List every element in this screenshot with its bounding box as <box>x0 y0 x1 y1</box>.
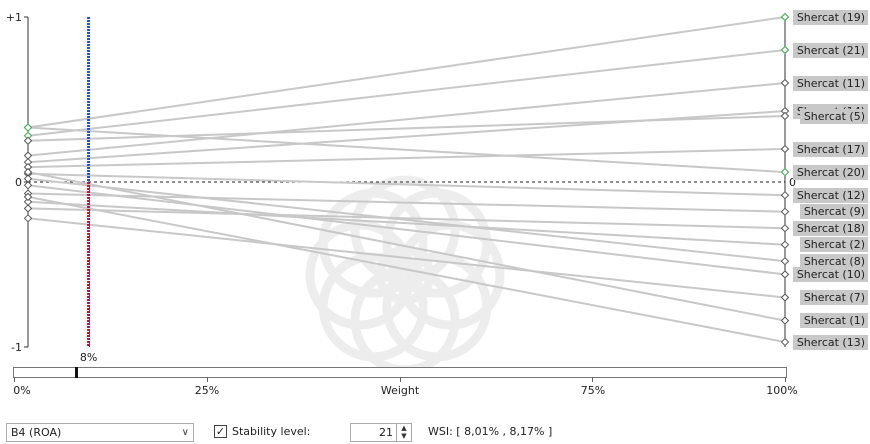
series-marker <box>780 223 790 233</box>
series-label: Shercat (18) <box>792 220 868 236</box>
series-line <box>27 184 786 276</box>
current-weight-line[interactable] <box>87 17 91 347</box>
series-line <box>27 207 786 230</box>
series-marker <box>780 78 790 88</box>
current-weight-label: 8% <box>80 351 97 364</box>
axis-texts: +1 0 -1 0 8% <box>6 11 796 364</box>
watermark-center <box>375 245 435 305</box>
y-tick-label-right: 0 <box>789 176 796 189</box>
criterion-select-value: B4 (ROA) <box>11 426 62 439</box>
series-marker <box>780 256 790 266</box>
y-tick-label: -1 <box>11 341 22 354</box>
slider-tick <box>399 377 401 382</box>
weight-slider-handle[interactable] <box>74 367 78 378</box>
stability-value[interactable]: 21 <box>379 426 393 439</box>
series-marker <box>780 270 790 279</box>
series-markers <box>23 12 790 347</box>
series-marker <box>23 167 33 177</box>
series-line <box>27 82 786 157</box>
series-label: Shercat (13) <box>792 334 868 350</box>
series-marker <box>780 45 790 55</box>
series-line <box>27 177 786 263</box>
series-marker <box>23 192 33 202</box>
slider-tick <box>14 377 15 382</box>
series-marker <box>780 207 790 216</box>
watermark-logo <box>305 175 505 375</box>
series-marker <box>780 190 790 200</box>
series-label: Shercat (19) <box>792 9 868 25</box>
series-line <box>27 217 786 299</box>
stability-checkbox[interactable]: ✓ <box>214 425 227 438</box>
slider-tick-label: Weight <box>380 384 420 397</box>
series-marker <box>780 316 790 325</box>
series-line <box>27 195 786 344</box>
series-line <box>27 49 786 137</box>
slider-tick-label: 100% <box>766 384 798 397</box>
slider-tick <box>785 377 786 382</box>
series-line <box>27 200 786 246</box>
series-marker <box>780 293 790 302</box>
series-label: Shercat (12) <box>792 187 868 203</box>
criterion-select[interactable]: B4 (ROA) ∨ <box>6 423 194 442</box>
series-label: Shercat (8) <box>799 253 868 269</box>
chevron-down-icon: ∨ <box>181 427 189 438</box>
series-line <box>27 126 786 174</box>
y-tick-label: 0 <box>15 176 22 189</box>
slider-tick <box>206 377 208 382</box>
series-marker <box>23 214 33 223</box>
series-marker <box>780 144 790 154</box>
series-marker <box>780 12 790 22</box>
series-line <box>27 115 786 142</box>
series-marker <box>780 240 790 249</box>
spinner-arrows-icon[interactable]: ▲ ▼ <box>396 424 411 441</box>
weight-slider[interactable] <box>13 367 787 382</box>
series-label: Shercat (21) <box>792 42 868 58</box>
series-marker <box>780 111 790 121</box>
series-marker <box>23 204 33 213</box>
series-marker <box>23 197 33 207</box>
series-label: Shercat (11) <box>792 75 868 91</box>
series-label: Shercat (10) <box>792 266 868 282</box>
stability-label: Stability level: <box>232 425 311 438</box>
series-label: Shercat (2) <box>799 237 868 253</box>
series-label: Shercat (17) <box>792 141 868 157</box>
series-label: Shercat (7) <box>799 290 868 305</box>
series-marker <box>780 337 790 347</box>
slider-tick <box>592 377 594 382</box>
series-line <box>27 148 786 169</box>
slider-tick-label: 75% <box>580 384 606 397</box>
series-marker <box>23 123 33 132</box>
series-line <box>27 16 786 129</box>
series-label: Shercat (9) <box>799 204 868 220</box>
series-label: Shercat (1) <box>799 313 868 329</box>
series-marker <box>23 181 33 190</box>
series-label: Shercat (20) <box>792 164 868 180</box>
series-label: Shercat (5) <box>799 108 868 124</box>
series-line <box>27 172 786 197</box>
stability-spinner[interactable]: 21 ▲ ▼ <box>350 423 412 442</box>
y-tick-label: +1 <box>6 11 22 24</box>
series-lines <box>27 16 786 344</box>
series-line <box>27 171 786 322</box>
slider-tick-label: 25% <box>194 384 220 397</box>
wsi-interval: WSI: [ 8,01% , 8,17% ] <box>428 425 553 438</box>
slider-tick-label: 0% <box>13 384 31 397</box>
series-marker <box>23 136 33 145</box>
series-marker <box>780 167 790 177</box>
